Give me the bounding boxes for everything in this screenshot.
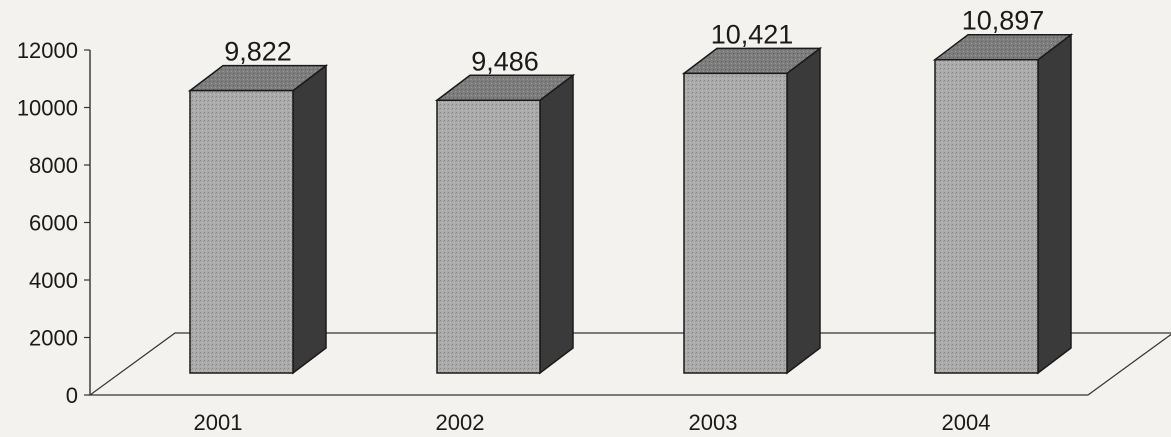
x-category-label: 2001 [194,410,243,435]
bar-front-face [189,89,294,374]
bar-front-face [683,72,788,374]
x-category-label: 2004 [942,410,991,435]
data-label: 10,897 [962,6,1045,36]
bar [187,64,329,375]
bar-side-face [539,73,574,375]
bar [681,46,823,375]
y-tick-label: 0 [66,383,78,408]
data-label: 9,486 [471,46,539,76]
bar-side-face [786,46,821,375]
data-label: 9,822 [224,37,292,67]
bar [434,73,576,375]
bar [932,33,1074,375]
value-axis: 0 2000 4000 6000 8000 10000 12000 [17,38,91,408]
y-tick-label: 12000 [17,38,78,63]
label-layer: 9,822 9,486 10,421 10,897 2001 2002 2003 2004 [194,6,1045,435]
x-category-label: 2003 [689,410,738,435]
bar-series [187,33,1074,375]
x-category-label: 2002 [436,410,485,435]
bar-front-face [436,99,541,374]
y-tick-label: 2000 [29,326,78,351]
bar-side-face [292,64,327,375]
data-label: 10,421 [711,19,794,49]
bar-front-face [934,58,1039,374]
y-tick-label: 8000 [29,153,78,178]
y-tick-label: 4000 [29,268,78,293]
y-tick-label: 10000 [17,96,78,121]
floor-plane [88,332,1171,396]
y-tick-label: 6000 [29,211,78,236]
chart-floor [88,332,1171,396]
bar-side-face [1037,33,1072,375]
